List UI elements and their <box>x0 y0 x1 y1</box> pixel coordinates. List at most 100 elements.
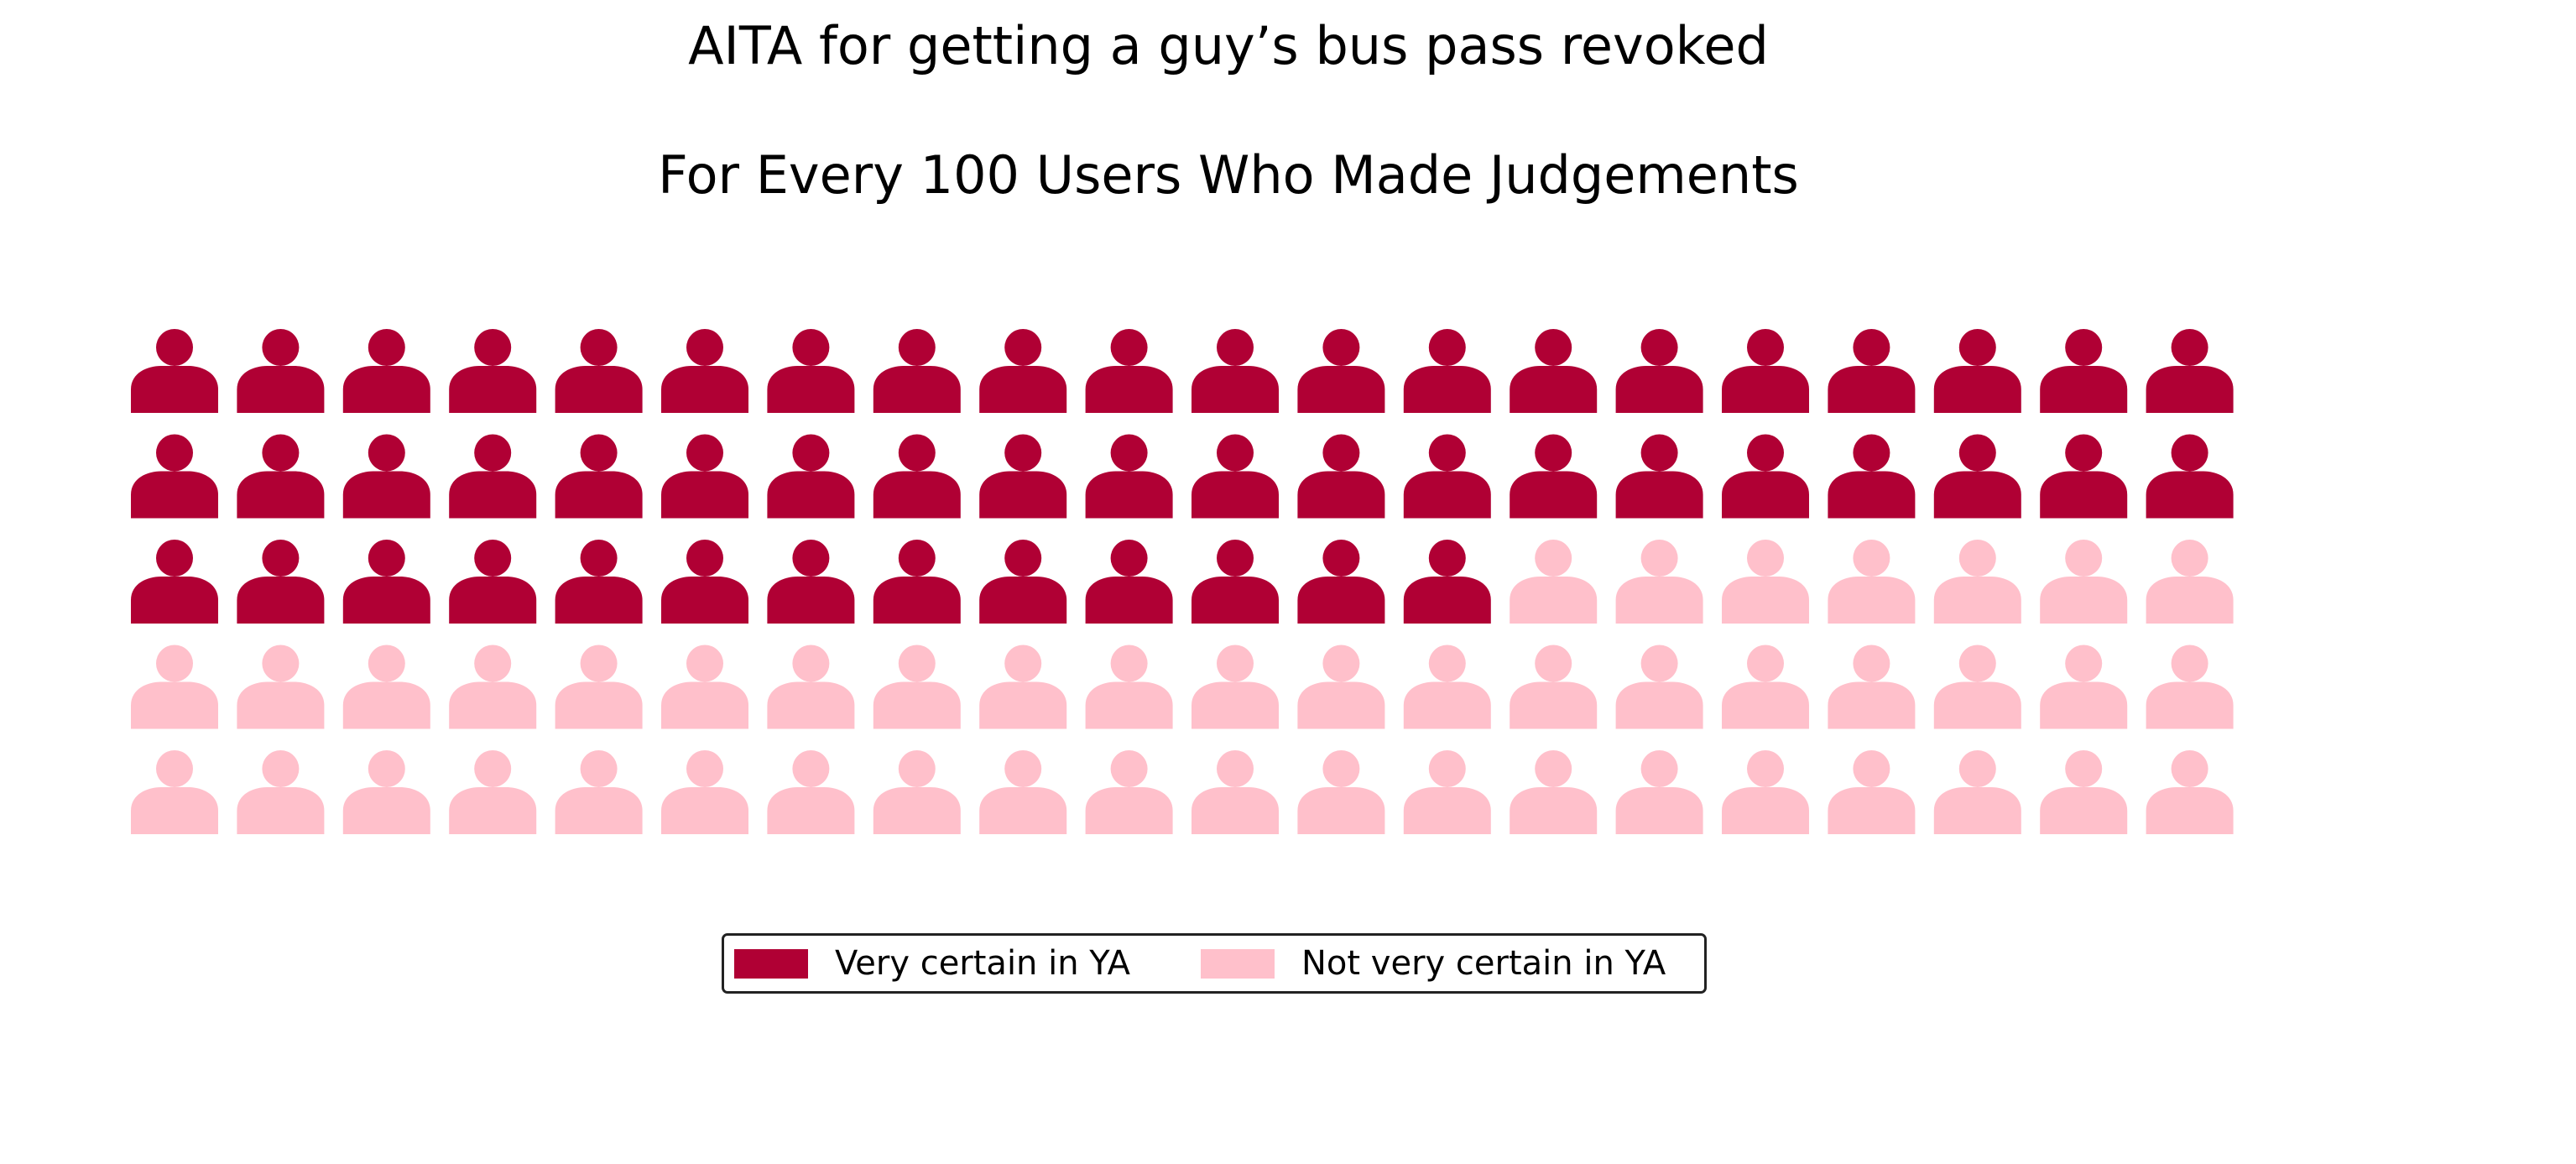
person-icon-very-certain-in-ya <box>1085 540 1173 624</box>
person-icon-very-certain-in-ya <box>449 329 537 413</box>
person-icon-not-very-certain-in-ya <box>2146 645 2234 729</box>
person-icon-not-very-certain-in-ya <box>1403 645 1491 729</box>
person-icon-very-certain-in-ya <box>342 434 430 519</box>
person-icon-very-certain-in-ya <box>2146 434 2234 519</box>
person-icon-not-very-certain-in-ya <box>873 645 961 729</box>
person-icon-very-certain-in-ya <box>979 329 1067 413</box>
person-icon-not-very-certain-in-ya <box>1192 645 1279 729</box>
person-icon-not-very-certain-in-ya <box>2040 540 2128 624</box>
person-icon-very-certain-in-ya <box>873 434 961 519</box>
legend: Very certain in YA Not very certain in Y… <box>722 933 1707 994</box>
person-icon-very-certain-in-ya <box>1192 329 1279 413</box>
person-icon-not-very-certain-in-ya <box>237 750 325 834</box>
person-icon-very-certain-in-ya <box>237 540 325 624</box>
person-icon-very-certain-in-ya <box>131 434 218 519</box>
person-icon-not-very-certain-in-ya <box>1722 645 1809 729</box>
person-icon-not-very-certain-in-ya <box>2146 540 2234 624</box>
person-icon-not-very-certain-in-ya <box>1192 750 1279 834</box>
person-icon-very-certain-in-ya <box>1403 434 1491 519</box>
person-icon-very-certain-in-ya <box>1933 434 2021 519</box>
person-icon-very-certain-in-ya <box>979 434 1067 519</box>
person-icon-very-certain-in-ya <box>1192 540 1279 624</box>
legend-item-very-certain: Very certain in YA <box>734 944 1130 983</box>
person-icon-not-very-certain-in-ya <box>1085 750 1173 834</box>
person-icon-very-certain-in-ya <box>1510 434 1598 519</box>
person-icon-very-certain-in-ya <box>2146 329 2234 413</box>
person-icon-not-very-certain-in-ya <box>449 750 537 834</box>
person-icon-very-certain-in-ya <box>237 434 325 519</box>
person-icon-very-certain-in-ya <box>555 329 643 413</box>
person-icon-not-very-certain-in-ya <box>1933 540 2021 624</box>
person-icon-very-certain-in-ya <box>1933 329 2021 413</box>
person-icon-very-certain-in-ya <box>1615 329 1703 413</box>
person-icon-very-certain-in-ya <box>1722 329 1809 413</box>
person-icon-not-very-certain-in-ya <box>1085 645 1173 729</box>
person-icon-very-certain-in-ya <box>237 329 325 413</box>
person-icon-very-certain-in-ya <box>555 540 643 624</box>
person-icon-not-very-certain-in-ya <box>1297 645 1385 729</box>
person-icon-not-very-certain-in-ya <box>1933 750 2021 834</box>
person-icon-not-very-certain-in-ya <box>1615 540 1703 624</box>
person-icon-not-very-certain-in-ya <box>661 750 748 834</box>
person-icon-not-very-certain-in-ya <box>1615 645 1703 729</box>
person-icon-very-certain-in-ya <box>342 540 430 624</box>
person-icon-not-very-certain-in-ya <box>237 645 325 729</box>
person-icon-very-certain-in-ya <box>1403 540 1491 624</box>
person-icon-very-certain-in-ya <box>873 540 961 624</box>
person-icon-very-certain-in-ya <box>767 540 855 624</box>
legend-swatch-not-very-certain <box>1201 948 1275 979</box>
person-icon-very-certain-in-ya <box>131 540 218 624</box>
person-icon-very-certain-in-ya <box>979 540 1067 624</box>
person-icon-very-certain-in-ya <box>1510 329 1598 413</box>
person-icon-very-certain-in-ya <box>1297 329 1385 413</box>
person-icon-not-very-certain-in-ya <box>767 750 855 834</box>
person-icon-not-very-certain-in-ya <box>342 645 430 729</box>
person-icon-very-certain-in-ya <box>1828 434 1916 519</box>
person-icon-not-very-certain-in-ya <box>1828 645 1916 729</box>
person-icon-not-very-certain-in-ya <box>131 750 218 834</box>
chart-title: AITA for getting a guy’s bus pass revoke… <box>688 15 1769 76</box>
legend-swatch-very-certain <box>734 948 808 979</box>
person-icon-very-certain-in-ya <box>1297 540 1385 624</box>
person-icon-not-very-certain-in-ya <box>1828 540 1916 624</box>
waffle-grid <box>131 329 2234 834</box>
person-icon-very-certain-in-ya <box>1615 434 1703 519</box>
person-icon-not-very-certain-in-ya <box>131 645 218 729</box>
person-icon-not-very-certain-in-ya <box>1933 645 2021 729</box>
person-icon-not-very-certain-in-ya <box>2146 750 2234 834</box>
person-icon-not-very-certain-in-ya <box>661 645 748 729</box>
person-icon-very-certain-in-ya <box>873 329 961 413</box>
person-icon-not-very-certain-in-ya <box>1297 750 1385 834</box>
person-icon-very-certain-in-ya <box>661 540 748 624</box>
person-icon-not-very-certain-in-ya <box>767 645 855 729</box>
person-icon-not-very-certain-in-ya <box>873 750 961 834</box>
person-icon-not-very-certain-in-ya <box>1510 540 1598 624</box>
chart-subtitle: For Every 100 Users Who Made Judgements <box>658 144 1799 206</box>
person-icon-very-certain-in-ya <box>767 434 855 519</box>
person-icon-not-very-certain-in-ya <box>1403 750 1491 834</box>
person-icon-not-very-certain-in-ya <box>1510 645 1598 729</box>
person-icon-not-very-certain-in-ya <box>2040 645 2128 729</box>
person-icon-very-certain-in-ya <box>1297 434 1385 519</box>
person-icon-not-very-certain-in-ya <box>2040 750 2128 834</box>
person-icon-not-very-certain-in-ya <box>449 645 537 729</box>
person-icon-not-very-certain-in-ya <box>979 645 1067 729</box>
person-icon-not-very-certain-in-ya <box>1615 750 1703 834</box>
legend-item-not-very-certain: Not very certain in YA <box>1201 944 1666 983</box>
person-icon-very-certain-in-ya <box>449 434 537 519</box>
person-icon-very-certain-in-ya <box>449 540 537 624</box>
person-icon-very-certain-in-ya <box>1722 434 1809 519</box>
person-icon-very-certain-in-ya <box>1085 329 1173 413</box>
person-icon-not-very-certain-in-ya <box>979 750 1067 834</box>
person-icon-not-very-certain-in-ya <box>1722 750 1809 834</box>
person-icon-very-certain-in-ya <box>2040 434 2128 519</box>
person-icon-very-certain-in-ya <box>661 434 748 519</box>
person-icon-very-certain-in-ya <box>2040 329 2128 413</box>
person-icon-very-certain-in-ya <box>767 329 855 413</box>
person-icon-not-very-certain-in-ya <box>555 645 643 729</box>
person-icon-very-certain-in-ya <box>1192 434 1279 519</box>
person-icon-very-certain-in-ya <box>1403 329 1491 413</box>
person-icon-not-very-certain-in-ya <box>342 750 430 834</box>
person-icon-very-certain-in-ya <box>1828 329 1916 413</box>
